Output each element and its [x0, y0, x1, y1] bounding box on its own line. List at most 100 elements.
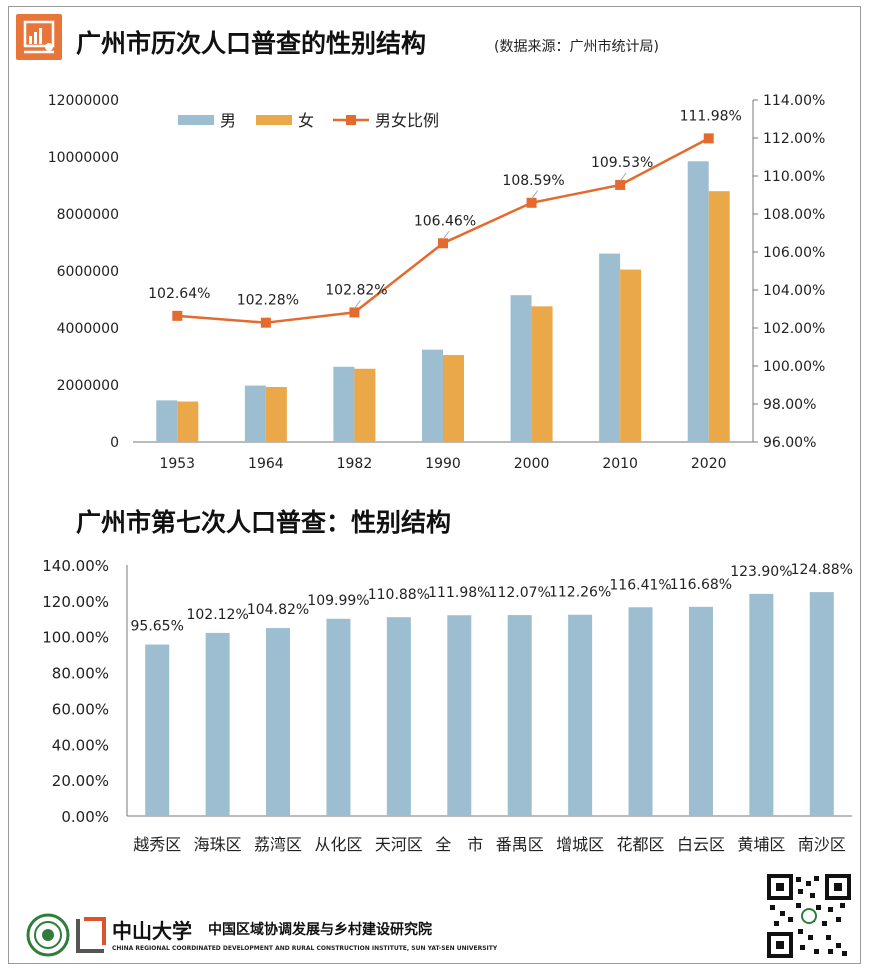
page-frame — [8, 6, 861, 964]
bar-data-label: 110.88% — [368, 587, 430, 603]
female-bar — [354, 368, 376, 442]
legend-label: 女 — [298, 111, 314, 130]
ratio-data-label: 102.28% — [237, 293, 299, 309]
ratio-data-label: 102.64% — [148, 286, 210, 302]
ratio-data-label: 108.59% — [502, 173, 564, 189]
male-bar — [687, 161, 709, 442]
district-bar — [688, 606, 713, 816]
y-tick-label: 100.00% — [42, 629, 109, 647]
y-tick-label: 140.00% — [42, 557, 109, 575]
qr-code-icon — [766, 873, 852, 959]
ratio-data-label: 111.98% — [680, 108, 742, 124]
ratio-label-leader — [531, 190, 538, 200]
ratio-marker — [703, 133, 714, 144]
female-bar — [443, 355, 464, 442]
male-bar — [599, 253, 621, 442]
x-tick-label: 全 市 — [435, 835, 483, 854]
institute-name: 中国区域协调发展与乡村建设研究院 — [208, 922, 432, 938]
y-tick-label: 20.00% — [52, 772, 109, 790]
y2-tick-label: 96.00% — [763, 435, 816, 451]
x-tick-label: 荔湾区 — [254, 835, 302, 854]
district-bar — [266, 628, 291, 816]
bar-data-label: 95.65% — [131, 619, 184, 635]
y2-tick-label: 108.00% — [763, 207, 825, 223]
y-tick-label: 2000000 — [57, 378, 119, 394]
x-tick-label: 白云区 — [677, 835, 725, 854]
y2-tick-label: 102.00% — [763, 321, 825, 337]
y-tick-label: 12000000 — [48, 93, 119, 109]
bar-data-label: 111.98% — [428, 585, 490, 601]
bar-data-label: 102.12% — [186, 607, 248, 623]
y-tick-label: 6000000 — [57, 264, 119, 280]
legend-swatch — [178, 115, 214, 125]
y-tick-label: 4000000 — [57, 321, 119, 337]
x-tick-label: 番禺区 — [496, 835, 544, 854]
y-tick-label: 120.00% — [42, 593, 109, 611]
ratio-marker — [526, 197, 537, 208]
institute-logo-icon — [76, 917, 106, 953]
district-bar — [809, 592, 834, 816]
bar-data-label: 104.82% — [247, 602, 309, 618]
ratio-marker — [615, 179, 626, 190]
female-bar — [177, 401, 199, 442]
y2-tick-label: 98.00% — [763, 397, 816, 413]
y-tick-label: 40.00% — [52, 736, 109, 754]
male-bar — [244, 385, 266, 442]
y-tick-label: 10000000 — [48, 150, 119, 166]
female-bar — [265, 386, 287, 442]
district-bar — [628, 607, 653, 816]
ratio-data-label: 109.53% — [591, 155, 653, 171]
y-tick-label: 8000000 — [57, 207, 119, 223]
x-tick-label: 从化区 — [314, 835, 362, 854]
x-tick-label: 增城区 — [556, 835, 604, 854]
section-title: 广州市第七次人口普查：性别结构 — [76, 508, 452, 537]
bar-data-label: 116.41% — [609, 577, 671, 593]
x-tick-label: 花都区 — [617, 835, 665, 854]
district-bar — [568, 614, 593, 816]
y-tick-label: 60.00% — [52, 700, 109, 718]
bar-data-label: 116.68% — [670, 577, 732, 593]
y-tick-label: 80.00% — [52, 665, 109, 683]
x-tick-label: 南沙区 — [798, 835, 846, 854]
female-bar — [708, 191, 730, 442]
district-bar — [447, 615, 472, 816]
female-bar — [531, 306, 553, 442]
census-gender-chart: 0 2000000 4000000 6000000 8000000 10000000 120… — [48, 93, 826, 472]
male-bar — [510, 295, 532, 442]
x-tick-label: 2000 — [514, 456, 550, 472]
y2-tick-label: 106.00% — [763, 245, 825, 261]
bar-data-label: 112.26% — [549, 585, 611, 601]
ratio-data-label: 106.46% — [414, 213, 476, 229]
legend-label: 男 — [220, 111, 236, 130]
bar-data-label: 109.99% — [307, 593, 369, 609]
x-tick-label: 1964 — [248, 456, 284, 472]
x-tick-label: 1990 — [425, 456, 461, 472]
district-bar — [205, 632, 230, 816]
ratio-marker — [172, 310, 183, 321]
ratio-data-label: 102.82% — [325, 282, 387, 298]
district-bar — [326, 618, 351, 816]
y2-tick-label: 114.00% — [763, 93, 825, 109]
chart-logo-icon — [16, 14, 62, 60]
x-tick-label: 2020 — [691, 456, 727, 472]
x-tick-label: 海珠区 — [194, 835, 242, 854]
female-bar — [620, 269, 642, 442]
x-tick-label: 1982 — [337, 456, 373, 472]
district-bar — [749, 593, 774, 816]
district-bar — [507, 615, 532, 816]
ratio-label-leader — [442, 230, 450, 240]
x-tick-label: 天河区 — [375, 835, 423, 854]
male-bar — [156, 400, 178, 442]
male-bar — [333, 366, 355, 442]
legend-label: 男女比例 — [375, 111, 439, 130]
district-ratio-chart: 0.00% 20.00% 40.00% 60.00% 80.00% 100.00% 120.… — [42, 557, 853, 854]
bar-data-label: 123.90% — [730, 564, 792, 580]
university-emblem-icon — [26, 913, 70, 957]
x-tick-label: 2010 — [602, 456, 638, 472]
y2-tick-label: 110.00% — [763, 169, 825, 185]
y-tick-label: 0 — [110, 435, 119, 451]
ratio-marker — [349, 307, 360, 318]
bar-data-label: 112.07% — [489, 585, 551, 601]
data-source: (数据来源：广州市统计局) — [494, 39, 659, 55]
y2-tick-label: 104.00% — [763, 283, 825, 299]
